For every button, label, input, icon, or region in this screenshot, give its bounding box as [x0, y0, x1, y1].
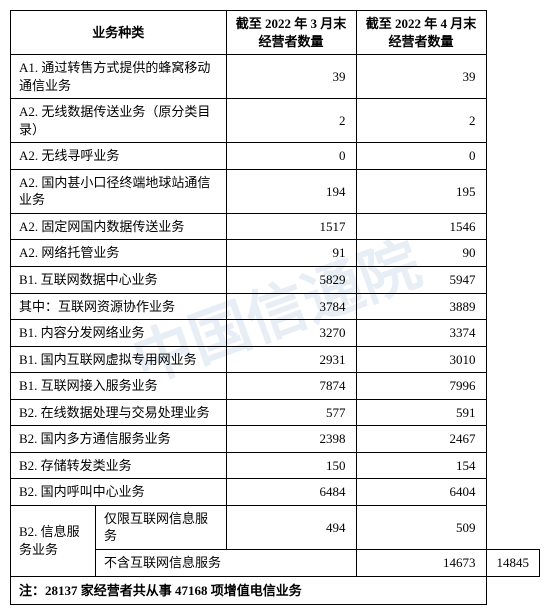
group-head: B2. 信息服务业务	[11, 505, 96, 576]
row-value: 150	[226, 452, 356, 479]
row-value: 6404	[356, 479, 486, 506]
table-row: B2. 信息服务业务 仅限互联网信息服务 494 509	[11, 505, 540, 549]
row-label: A2. 无线数据传送业务（原分类目录）	[11, 99, 227, 143]
row-label: A1. 通过转售方式提供的蜂窝移动通信业务	[11, 55, 227, 99]
row-value: 90	[356, 240, 486, 267]
row-label: B1. 国内互联网虚拟专用网业务	[11, 346, 227, 373]
group-sub-label: 仅限互联网信息服务	[96, 505, 227, 549]
header-col-apr: 截至 2022 年 4 月末经营者数量	[356, 11, 486, 55]
table-row: A2. 无线寻呼业务00	[11, 143, 540, 170]
row-label: 其中：互联网资源协作业务	[11, 293, 227, 320]
row-label: A2. 国内甚小口径终端地球站通信业务	[11, 169, 227, 213]
row-value: 577	[226, 399, 356, 426]
row-value: 509	[356, 505, 486, 549]
row-value: 5947	[356, 267, 486, 294]
row-label: B2. 存储转发类业务	[11, 452, 227, 479]
header-col-mar: 截至 2022 年 3 月末经营者数量	[226, 11, 356, 55]
row-value: 2931	[226, 346, 356, 373]
row-value: 14845	[486, 550, 540, 577]
row-value: 1546	[356, 213, 486, 240]
table-row: A2. 国内甚小口径终端地球站通信业务194195	[11, 169, 540, 213]
row-value: 5829	[226, 267, 356, 294]
table-row: B2. 存储转发类业务150154	[11, 452, 540, 479]
row-value: 195	[356, 169, 486, 213]
row-value: 494	[226, 505, 356, 549]
row-value: 7874	[226, 373, 356, 400]
group-sub-label: 不含互联网信息服务	[96, 550, 357, 577]
row-value: 2398	[226, 426, 356, 453]
table-row: A2. 网络托管业务9190	[11, 240, 540, 267]
row-value: 2	[226, 99, 356, 143]
table-body: A1. 通过转售方式提供的蜂窝移动通信业务3939 A2. 无线数据传送业务（原…	[11, 55, 540, 605]
row-label: B1. 内容分发网络业务	[11, 320, 227, 347]
row-label: B1. 互联网接入服务业务	[11, 373, 227, 400]
table-row: 其中：互联网资源协作业务37843889	[11, 293, 540, 320]
table-row: B2. 国内多方通信服务业务23982467	[11, 426, 540, 453]
row-value: 1517	[226, 213, 356, 240]
table-row: B2. 在线数据处理与交易处理业务577591	[11, 399, 540, 426]
row-value: 7996	[356, 373, 486, 400]
table-row: A2. 无线数据传送业务（原分类目录）22	[11, 99, 540, 143]
row-label: A2. 固定网国内数据传送业务	[11, 213, 227, 240]
row-value: 3270	[226, 320, 356, 347]
row-label: A2. 网络托管业务	[11, 240, 227, 267]
row-label: B1. 互联网数据中心业务	[11, 267, 227, 294]
row-value: 14673	[356, 550, 486, 577]
row-value: 3784	[226, 293, 356, 320]
table-row: A1. 通过转售方式提供的蜂窝移动通信业务3939	[11, 55, 540, 99]
row-value: 154	[356, 452, 486, 479]
row-value: 2	[356, 99, 486, 143]
table-row: B1. 内容分发网络业务32703374	[11, 320, 540, 347]
row-label: B2. 在线数据处理与交易处理业务	[11, 399, 227, 426]
header-col-type: 业务种类	[11, 11, 227, 55]
row-label: A2. 无线寻呼业务	[11, 143, 227, 170]
row-label: B2. 国内呼叫中心业务	[11, 479, 227, 506]
row-value: 2467	[356, 426, 486, 453]
table-row: B1. 互联网数据中心业务58295947	[11, 267, 540, 294]
row-value: 194	[226, 169, 356, 213]
row-value: 91	[226, 240, 356, 267]
footnote-text: 注：28137 家经营者共从事 47168 项增值电信业务	[11, 576, 487, 605]
row-value: 0	[226, 143, 356, 170]
row-value: 3889	[356, 293, 486, 320]
row-value: 39	[356, 55, 486, 99]
row-value: 3010	[356, 346, 486, 373]
table-row: A2. 固定网国内数据传送业务15171546	[11, 213, 540, 240]
row-value: 3374	[356, 320, 486, 347]
row-value: 591	[356, 399, 486, 426]
row-value: 39	[226, 55, 356, 99]
data-table: 业务种类 截至 2022 年 3 月末经营者数量 截至 2022 年 4 月末经…	[10, 10, 540, 605]
table-row: B1. 国内互联网虚拟专用网业务29313010	[11, 346, 540, 373]
row-value: 6484	[226, 479, 356, 506]
row-label: B2. 国内多方通信服务业务	[11, 426, 227, 453]
row-value: 0	[356, 143, 486, 170]
table-row: B2. 国内呼叫中心业务64846404	[11, 479, 540, 506]
table-row: B1. 互联网接入服务业务78747996	[11, 373, 540, 400]
footnote-row: 注：28137 家经营者共从事 47168 项增值电信业务	[11, 576, 540, 605]
